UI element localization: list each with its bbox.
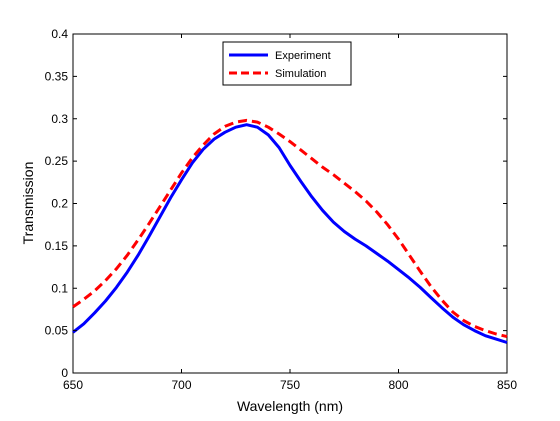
x-tick-label: 800 [388,378,408,392]
legend-label-experiment: Experiment [275,50,331,62]
y-tick-label: 0.4 [51,27,68,41]
series-line-simulation [72,118,508,339]
x-tick-label: 850 [497,378,517,392]
x-tick-label: 700 [171,378,191,392]
y-tick-label: 0.25 [45,154,69,168]
plot-area: 650 700 750 800 850 0 0.05 0.1 0.15 0.2 0.25 0.3 0.3… [45,27,518,392]
legend: Experiment Simulation [222,41,352,86]
y-tick-label: 0.15 [45,239,69,253]
plot-frame [72,33,508,374]
y-axis-title: Transmission [20,162,36,245]
series-layer [72,118,508,344]
y-tick-label: 0 [61,366,68,380]
legend-label-simulation: Simulation [275,68,326,80]
x-tick-label: 750 [280,378,300,392]
y-tick-label: 0.35 [45,69,69,83]
x-tick-label: 650 [63,378,83,392]
tick-layer: 650 700 750 800 850 0 0.05 0.1 0.15 0.2 0.25 0.3 0.3… [45,27,518,392]
y-tick-label: 0.05 [45,324,69,338]
y-tick-label: 0.1 [51,281,68,295]
series-line-experiment [72,123,508,344]
y-tick-label: 0.2 [51,197,68,211]
x-axis-title: Wavelength (nm) [237,398,343,414]
legend-box [222,41,352,86]
y-tick-label: 0.3 [51,112,68,126]
